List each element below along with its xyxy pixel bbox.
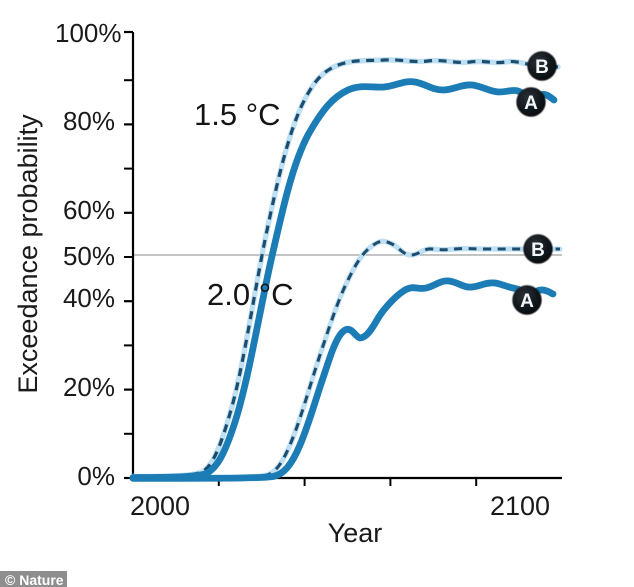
svg-text:B: B	[535, 57, 549, 78]
svg-text:A: A	[524, 93, 538, 114]
svg-text:A: A	[520, 291, 534, 312]
svg-text:B: B	[531, 240, 545, 261]
